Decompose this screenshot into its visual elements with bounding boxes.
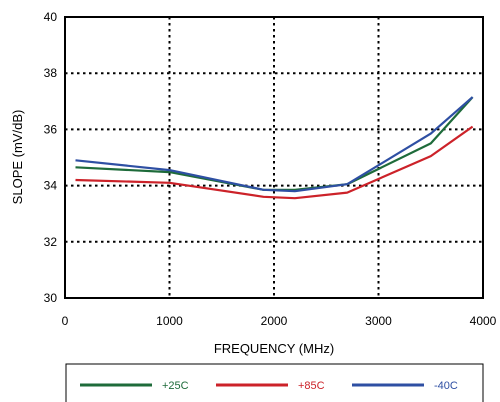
series-line bbox=[75, 96, 474, 191]
x-tick-label: 0 bbox=[62, 314, 69, 328]
legend-label: +85C bbox=[298, 380, 325, 392]
x-tick-label: 2000 bbox=[261, 314, 288, 328]
y-tick-label: 32 bbox=[44, 235, 58, 249]
x-axis-label: FREQUENCY (MHz) bbox=[214, 341, 334, 356]
x-tick-label: 3000 bbox=[365, 314, 392, 328]
y-tick-labels: 30 32 34 36 38 40 bbox=[44, 10, 58, 305]
y-tick-label: 36 bbox=[44, 122, 58, 136]
legend-box bbox=[65, 363, 484, 402]
y-axis-label: SLOPE (mV/dB) bbox=[10, 110, 25, 205]
legend-label: -40C bbox=[434, 380, 458, 392]
grid bbox=[65, 17, 483, 298]
legend: +25C +85C -40C bbox=[80, 380, 458, 392]
y-tick-label: 30 bbox=[44, 291, 58, 305]
x-tick-label: 4000 bbox=[470, 314, 497, 328]
y-tick-label: 40 bbox=[44, 10, 58, 24]
series-line bbox=[75, 96, 474, 193]
series-line bbox=[75, 125, 474, 200]
y-tick-label: 38 bbox=[44, 66, 58, 80]
series-lines bbox=[75, 96, 474, 200]
legend-label: +25C bbox=[162, 380, 189, 392]
x-tick-labels: 0 1000 2000 3000 4000 bbox=[62, 314, 497, 328]
plot-frame bbox=[64, 16, 484, 299]
x-tick-label: 1000 bbox=[156, 314, 183, 328]
y-tick-label: 34 bbox=[44, 179, 58, 193]
